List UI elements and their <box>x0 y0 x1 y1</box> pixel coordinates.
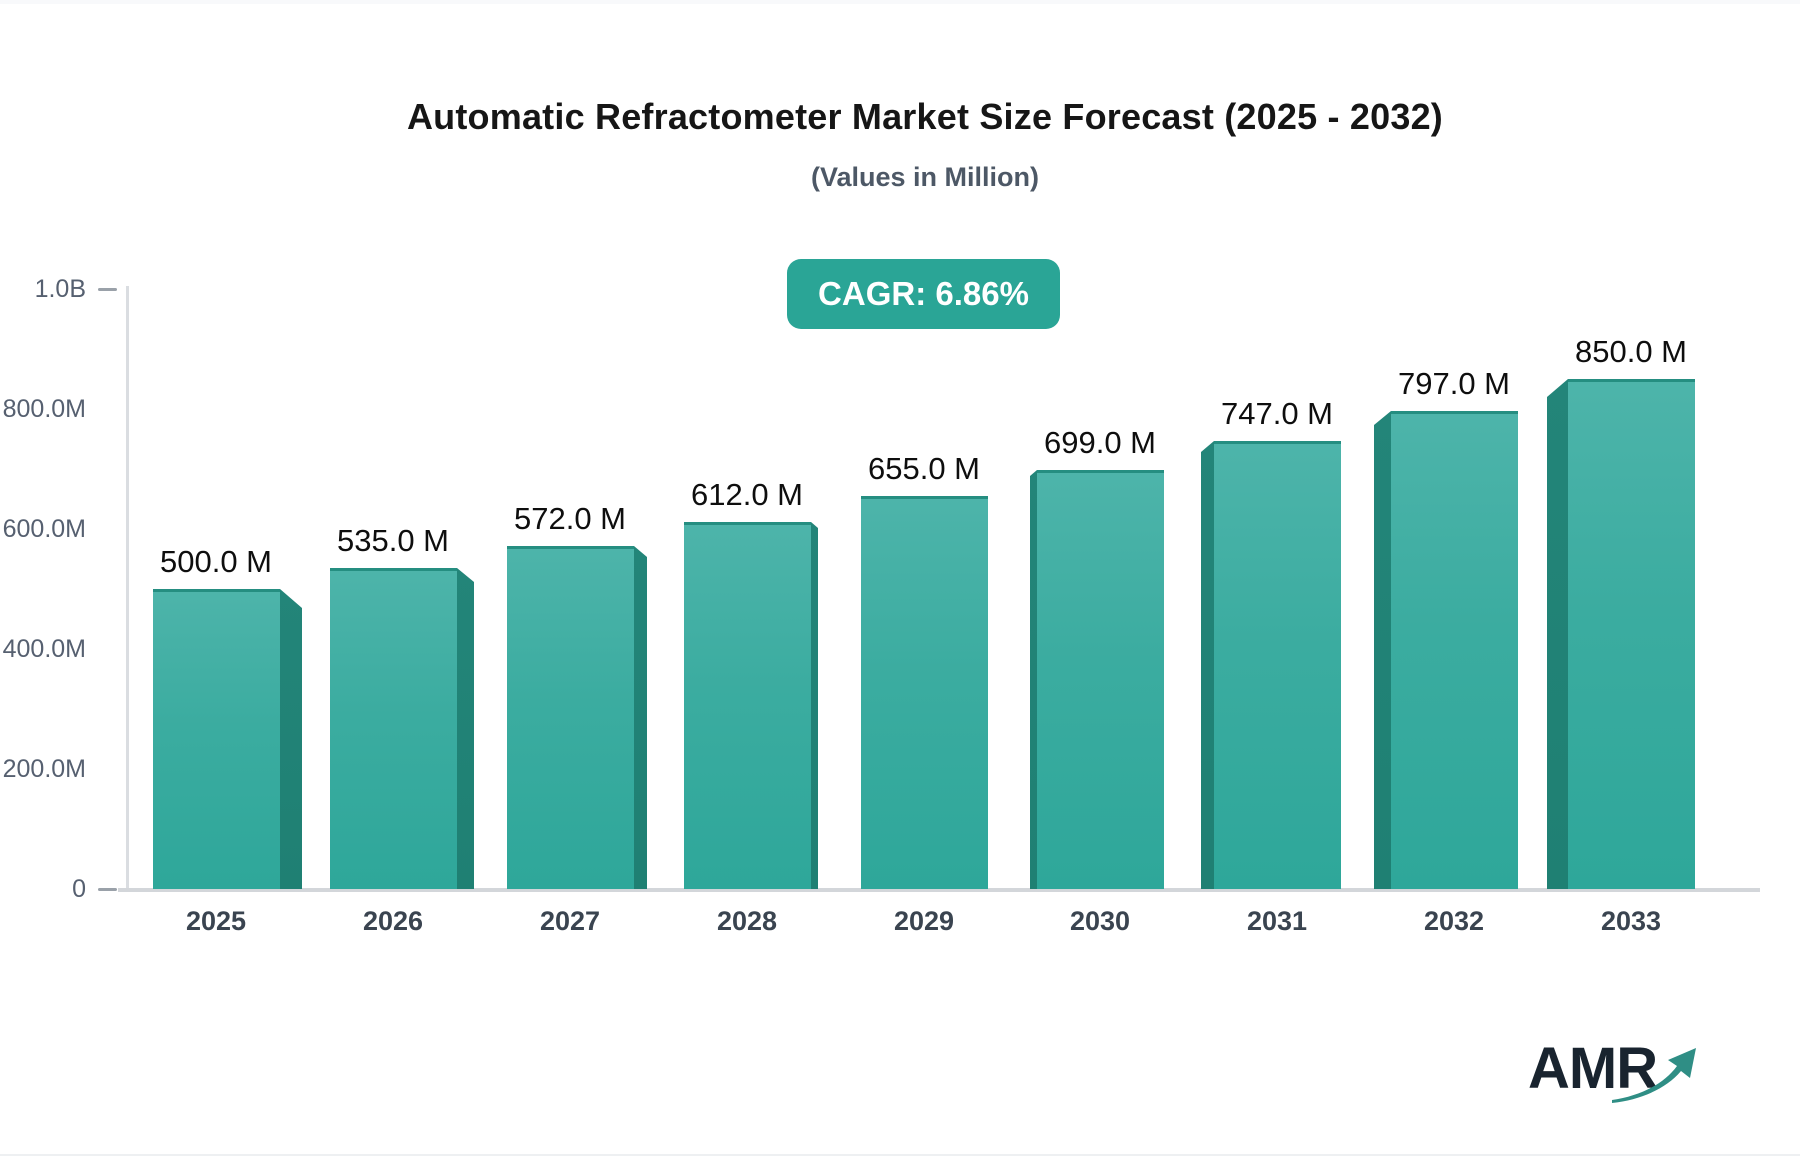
bar-value-label: 850.0 M <box>1574 334 1687 369</box>
bar-3d-side <box>1030 470 1037 889</box>
bar-value-label: 572.0 M <box>513 501 626 536</box>
bar-3d-side <box>457 568 474 889</box>
x-axis-label-2033: 2033 <box>1600 906 1662 936</box>
bar-3d-side <box>1201 441 1214 889</box>
bar-value-label: 655.0 M <box>867 451 980 486</box>
bar-face[interactable] <box>1037 470 1164 889</box>
bar-3d-side <box>1547 379 1568 889</box>
bar-3d-side <box>634 546 647 889</box>
amr-logo: AMR <box>1528 1038 1728 1108</box>
page-subtitle: (Values in Million) <box>810 162 1040 192</box>
bar-value-label: 699.0 M <box>1043 425 1156 460</box>
cagr-badge: CAGR: 6.86% <box>787 259 1060 329</box>
y-axis-tick-label: 400.0M <box>2 635 86 663</box>
bar-face[interactable] <box>684 522 811 889</box>
growth-arrow-icon <box>1612 1048 1696 1103</box>
x-axis-label-2031: 2031 <box>1246 906 1308 936</box>
y-axis-line <box>126 286 129 889</box>
bar-face[interactable] <box>1568 379 1695 889</box>
x-axis-label-2028: 2028 <box>716 906 778 936</box>
x-axis-label-2029: 2029 <box>893 906 955 936</box>
bar-value-label: 747.0 M <box>1220 396 1333 431</box>
x-axis-label-2025: 2025 <box>185 906 247 936</box>
bottom-edge <box>0 1154 1800 1156</box>
x-axis-baseline <box>118 888 1760 892</box>
y-axis-tick-label: 600.0M <box>2 515 86 543</box>
bar-3d-side <box>811 522 818 889</box>
x-axis-label-2027: 2027 <box>539 906 601 936</box>
x-axis-label-2030: 2030 <box>1069 906 1131 936</box>
bar-value-label: 535.0 M <box>336 523 449 558</box>
x-axis-label-2032: 2032 <box>1423 906 1485 936</box>
y-axis-tick-mark <box>98 288 117 291</box>
amr-logo-text: AMR <box>1528 1036 1658 1101</box>
y-axis-tick-label: 0 <box>72 875 86 903</box>
y-axis-tick-label: 800.0M <box>2 395 86 423</box>
cagr-badge-label: CAGR: 6.86% <box>818 275 1029 312</box>
bar-3d-side <box>280 589 302 889</box>
bar-value-label: 500.0 M <box>159 544 272 579</box>
bar-face[interactable] <box>861 496 988 889</box>
bar-value-label: 797.0 M <box>1397 366 1510 401</box>
y-axis-tick-label: 200.0M <box>2 755 86 783</box>
bar-face[interactable] <box>153 589 280 889</box>
y-axis-tick-label: 1.0B <box>34 275 86 303</box>
bar-face[interactable] <box>1391 411 1518 889</box>
bar-face[interactable] <box>1214 441 1341 889</box>
bar-value-label: 612.0 M <box>690 477 803 512</box>
x-axis-label-2026: 2026 <box>362 906 424 936</box>
y-axis-tick-mark <box>98 888 117 891</box>
bar-face[interactable] <box>507 546 634 889</box>
page-title: Automatic Refractometer Market Size Fore… <box>406 96 1443 137</box>
bar-3d-side <box>1374 411 1391 889</box>
bar-face[interactable] <box>330 568 457 889</box>
